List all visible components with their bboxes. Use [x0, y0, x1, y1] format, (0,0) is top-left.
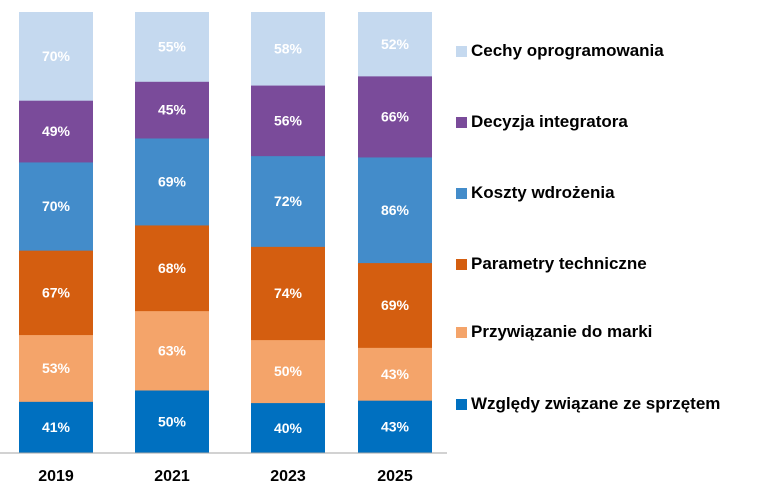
legend-swatch	[456, 187, 467, 199]
bar-segment	[19, 12, 93, 101]
legend-label: Cechy oprogramowania	[471, 41, 664, 60]
bar-segment	[358, 400, 432, 454]
bar-segment	[358, 156, 432, 264]
x-tick-label: 2023	[270, 468, 306, 485]
legend-label: Przywiązanie do marki	[471, 322, 653, 341]
data-label: 43%	[381, 366, 410, 382]
data-label: 41%	[42, 419, 71, 435]
bar-segment	[358, 12, 432, 77]
data-label: 74%	[274, 285, 303, 301]
legend-swatch	[456, 398, 467, 410]
bars-group: 41% 53% 67% 70% 49% 70% 50% 63% 68% 69% 45% 55% 40% 5…	[19, 12, 432, 454]
data-label: 40%	[274, 420, 303, 436]
legend-label: Koszty wdrożenia	[471, 183, 615, 202]
bar-segment	[251, 402, 325, 454]
bar-segment	[251, 155, 325, 247]
bar-segment	[358, 347, 432, 401]
bar-segment	[251, 246, 325, 341]
data-label: 72%	[274, 193, 303, 209]
legend-swatch	[456, 326, 467, 338]
data-label: 67%	[42, 284, 71, 300]
legend-label: Decyzja integratora	[471, 112, 628, 131]
data-label: 56%	[274, 112, 303, 128]
bar-segment	[358, 75, 432, 158]
data-label: 50%	[158, 414, 187, 430]
bar-segment	[135, 310, 209, 391]
legend-swatch	[456, 258, 467, 270]
data-label: 66%	[381, 108, 410, 124]
bar-segment	[251, 85, 325, 157]
bar-segment	[135, 138, 209, 226]
data-label: 55%	[158, 39, 187, 55]
data-label: 49%	[42, 123, 71, 139]
legend-item: Przywiązanie do marki	[456, 322, 652, 342]
legend-item: Względy związane ze sprzętem	[456, 394, 720, 414]
x-tick-label: 2025	[377, 468, 413, 485]
bar-segment	[135, 390, 209, 454]
legend-swatch	[456, 45, 467, 57]
bar-segment	[251, 12, 325, 86]
bar-segment	[19, 100, 93, 163]
bar-segment	[19, 401, 93, 454]
data-label: 69%	[158, 173, 187, 189]
bar-segment	[19, 250, 93, 336]
legend-item: Decyzja integratora	[456, 112, 628, 132]
legend-item: Cechy oprogramowania	[456, 41, 664, 61]
legend-swatch	[456, 116, 467, 128]
category-labels: 2019 2021 2023 2025	[38, 468, 413, 485]
bar-segment	[19, 334, 93, 402]
data-label: 45%	[158, 102, 187, 118]
data-label: 70%	[42, 198, 71, 214]
bar-segment	[358, 262, 432, 348]
data-label: 52%	[381, 36, 410, 52]
legend-item: Koszty wdrożenia	[456, 183, 615, 203]
legend-label: Względy związane ze sprzętem	[471, 394, 721, 413]
data-label: 68%	[158, 260, 187, 276]
legend-label: Parametry techniczne	[471, 254, 647, 273]
legend-item: Parametry techniczne	[456, 254, 647, 274]
data-label: 58%	[274, 41, 303, 57]
x-tick-label: 2021	[154, 468, 190, 485]
bar-segment	[135, 224, 209, 312]
data-label: 86%	[381, 202, 410, 218]
data-label: 69%	[381, 297, 410, 313]
bar-segment	[251, 339, 325, 404]
data-label: 43%	[381, 419, 410, 435]
data-label: 70%	[42, 48, 71, 64]
bar-segment	[135, 12, 209, 82]
bar-segment	[135, 81, 209, 139]
data-label: 53%	[42, 360, 71, 376]
bar-segment	[19, 161, 93, 251]
data-label: 50%	[274, 363, 303, 379]
data-label: 63%	[158, 342, 187, 358]
x-tick-label: 2019	[38, 468, 74, 485]
